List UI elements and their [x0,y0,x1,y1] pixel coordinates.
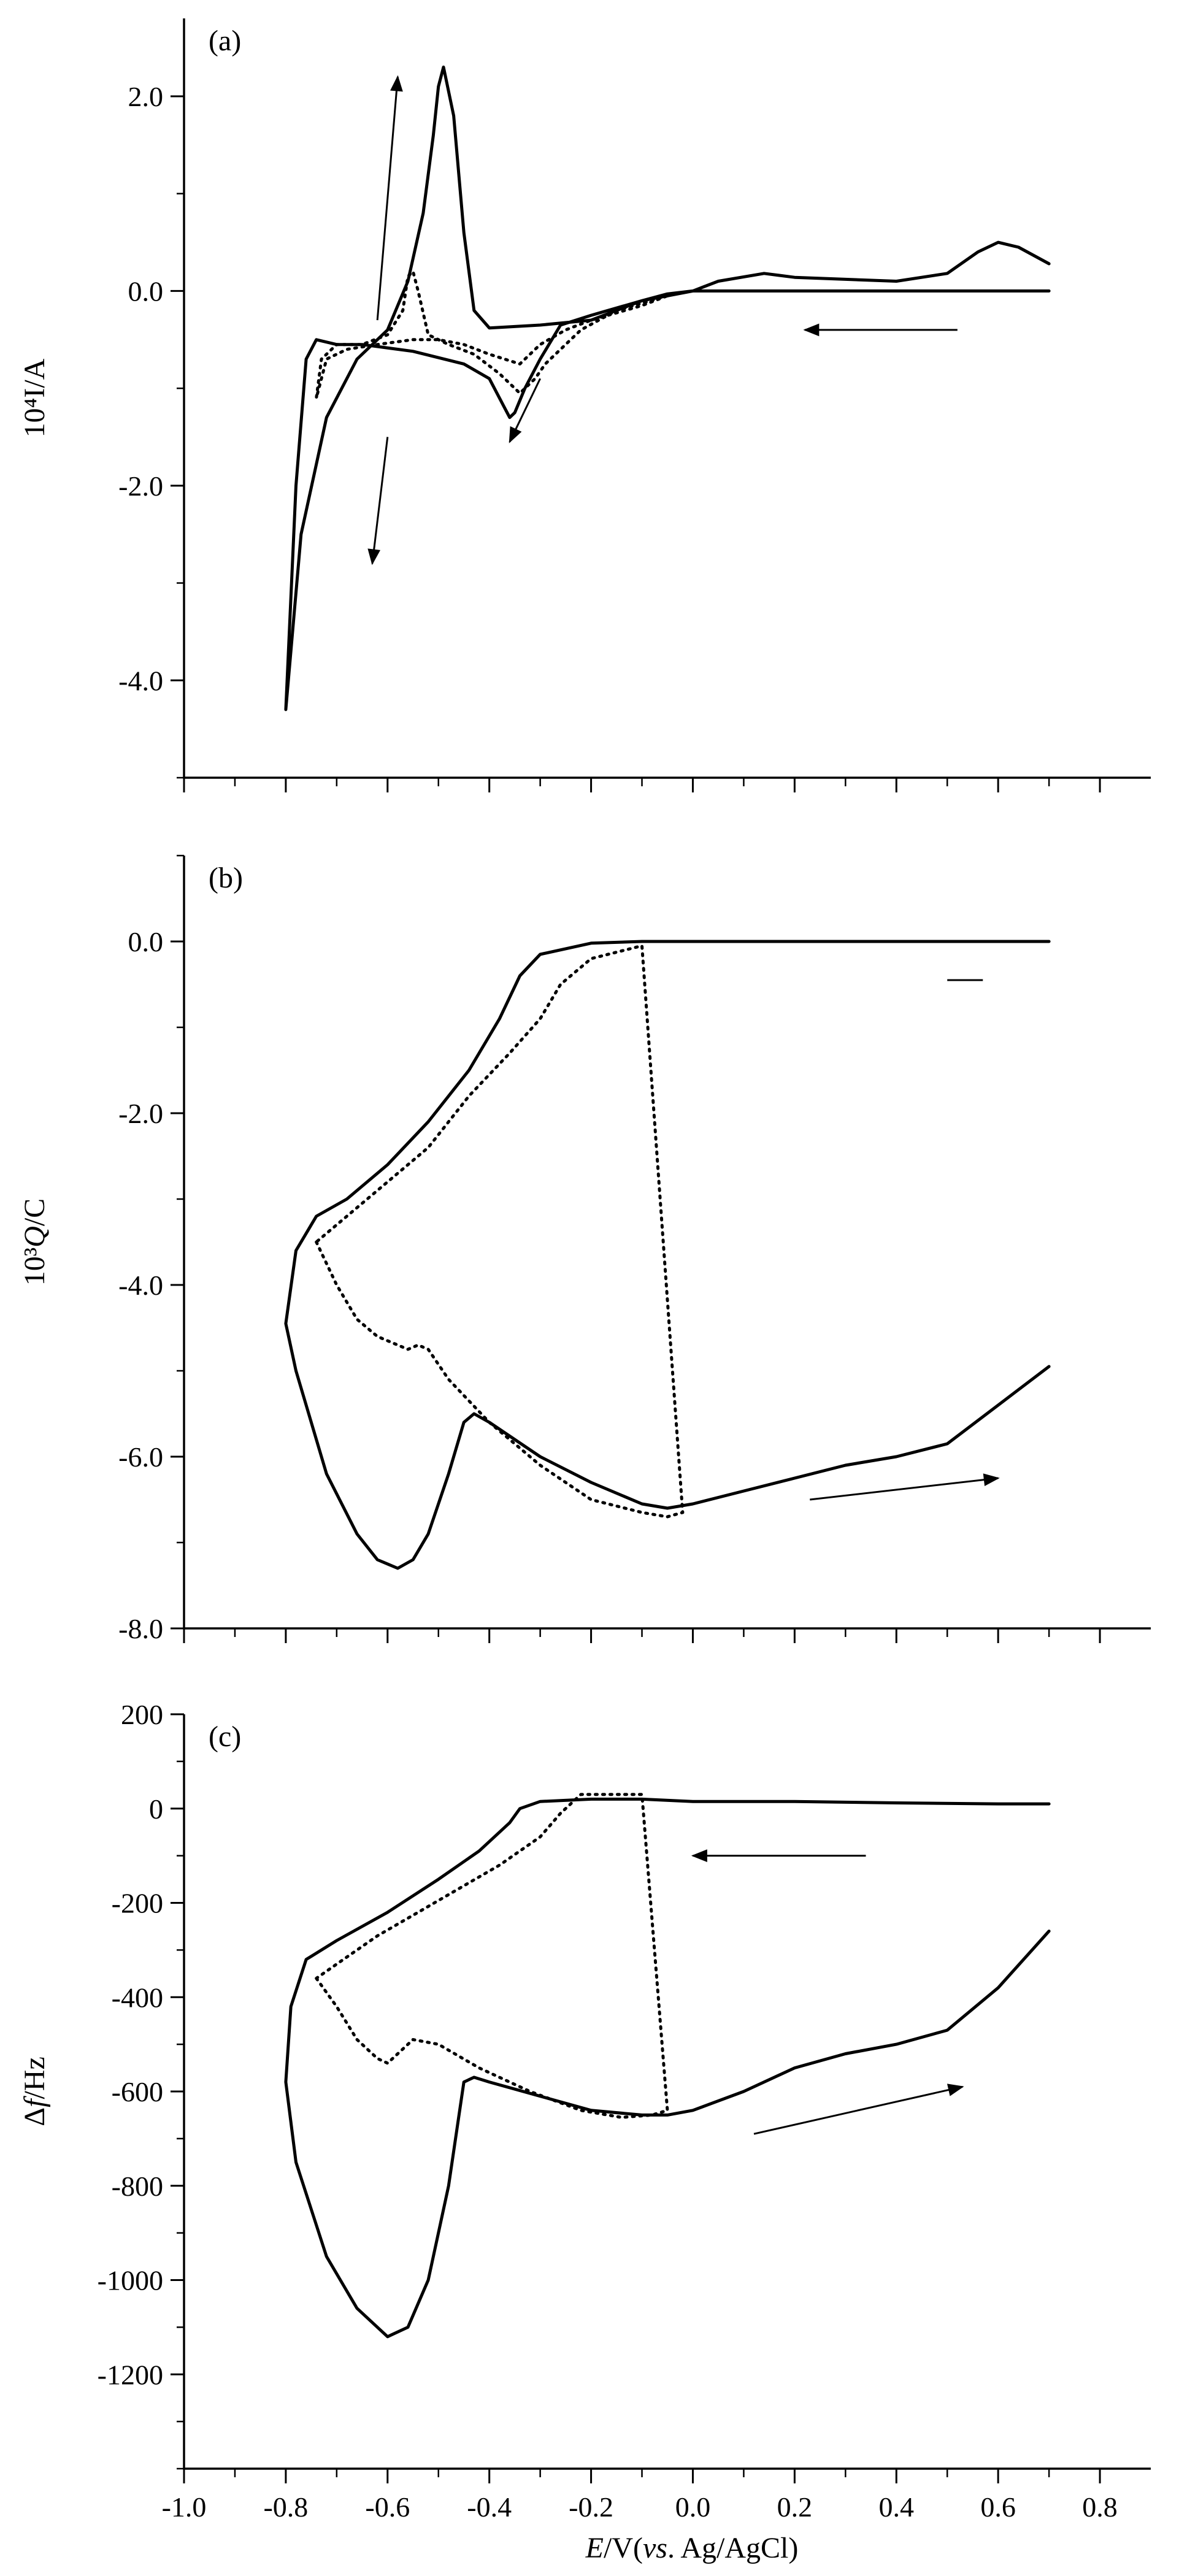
series-dotted-line [315,944,685,1519]
series-dotted-line [315,270,669,400]
x-tick-label: -1.0 [162,2491,207,2523]
y-tick-label: -800 [112,2171,163,2202]
x-tick-label: -0.2 [569,2491,613,2523]
panel-label: (b) [209,862,243,894]
y-tick-label: -8.0 [118,1613,163,1644]
panel-a: -4.0 -2.0 0.0 2.0 (a) 10⁴I/A [18,18,1151,792]
y-tick-label: -6.0 [118,1441,163,1473]
x-tick-label: 0.8 [1082,2491,1118,2523]
y-axis-title: Δf/Hz [18,2057,51,2126]
y-axis-title: 10³Q/C [18,1198,51,1286]
y-tick-label: 2.0 [128,81,164,112]
series-dotted-line [315,1793,669,2119]
axis-frame [183,18,1151,779]
y-tick-label: -2.0 [118,1098,163,1129]
x-tick-label: -0.6 [365,2491,410,2523]
y-tick-label: 0.0 [128,275,164,307]
x-axis-title: E/V(vs. Ag/AgCl) [585,2532,799,2564]
series-solid-line [284,65,1051,711]
y-axis-title: 10⁴I/A [18,358,51,437]
axis-frame [183,856,1151,1630]
panel-label: (a) [209,25,241,57]
annotation-arrow [753,2083,964,2135]
x-tick-label: 0.2 [777,2491,813,2523]
y-tick-label: -600 [112,2076,163,2107]
annotation-arrow [376,75,403,321]
x-tick-label: 0.4 [879,2491,915,2523]
panel-b: -8.0 -6.0 -4.0 -2.0 0.0 (b) 10³Q/C [18,854,1151,1644]
y-tick-label: -1000 [98,2265,163,2296]
annotation-arrow [810,1473,1000,1501]
series-solid-line [284,940,1051,1570]
x-tick-label: -0.8 [263,2491,308,2523]
annotation-arrow [509,378,541,443]
y-tick-label: -2.0 [118,470,163,502]
x-tick-label: 0.0 [675,2491,711,2523]
y-tick-label: 200 [121,1699,163,1730]
panel-c: -1.0 -0.8 -0.6 -0.4 -0.2 0.0 0.2 0.4 0.6 0.8 -1200… [18,1699,1151,2523]
x-tick-label: -0.4 [467,2491,512,2523]
y-tick-label: -1200 [98,2359,163,2390]
y-tick-label: -4.0 [118,665,163,696]
y-tick-label: -400 [112,1982,163,2013]
annotation-arrow [367,437,389,565]
series-solid-line [284,1797,1051,2339]
axis-frame [183,1714,1151,2470]
panel-label: (c) [209,1720,241,1753]
y-tick-label: 0.0 [128,926,164,957]
x-tick-label: 0.6 [980,2491,1016,2523]
y-tick-label: -4.0 [118,1270,163,1301]
y-tick-label: -200 [112,1888,163,1919]
y-tick-label: 0 [149,1793,163,1825]
